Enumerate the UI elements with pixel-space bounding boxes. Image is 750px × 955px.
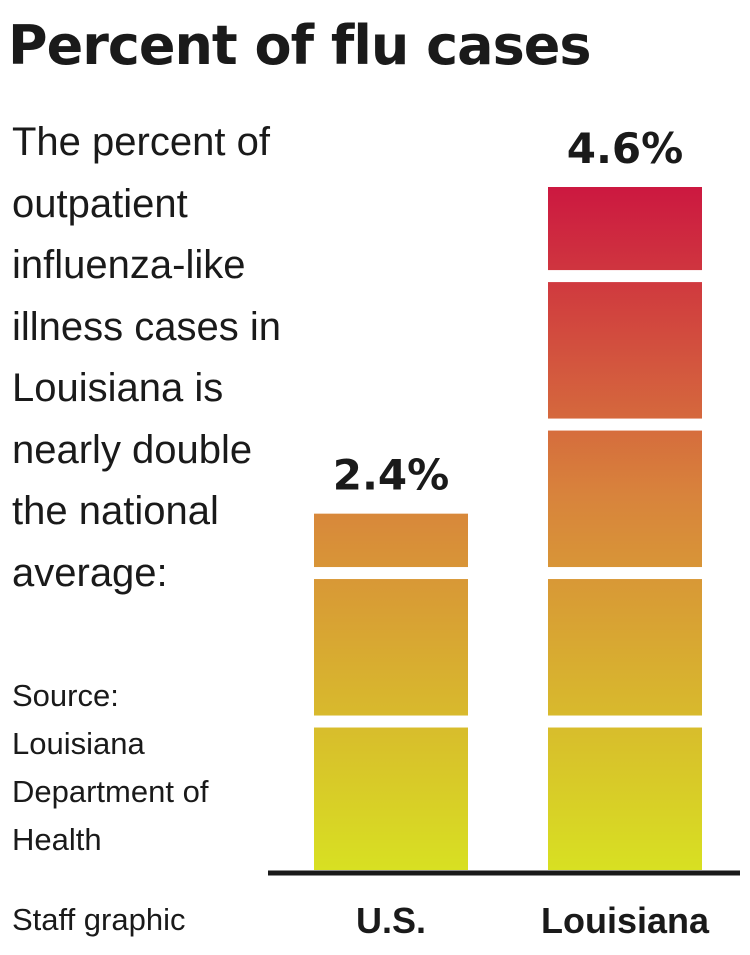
value-label-u-s: 2.4%: [333, 451, 449, 500]
bar-segment-louisiana-5: [548, 187, 702, 271]
bar-segment-u-s-3: [314, 513, 468, 568]
bar-segment-louisiana-2: [548, 579, 702, 716]
bar-segment-louisiana-4: [548, 282, 702, 419]
chart-description: The percent of outpatient influenza-like…: [12, 120, 282, 595]
category-label-u-s: U.S.: [356, 900, 426, 941]
category-label-louisiana: Louisiana: [541, 900, 710, 941]
bar-segment-louisiana-1: [548, 727, 702, 870]
chart-title: Percent of flu cases: [8, 14, 592, 77]
source-note: Source: Louisiana Department of Health: [12, 678, 209, 857]
bars-group: [314, 187, 702, 870]
value-label-louisiana: 4.6%: [567, 124, 683, 173]
labels-group: 2.4% U.S. 4.6% Louisiana: [333, 124, 710, 941]
bar-segment-louisiana-3: [548, 430, 702, 568]
bar-segment-u-s-1: [314, 727, 468, 870]
bar-segment-u-s-2: [314, 579, 468, 716]
credit-note: Staff graphic: [12, 902, 186, 937]
